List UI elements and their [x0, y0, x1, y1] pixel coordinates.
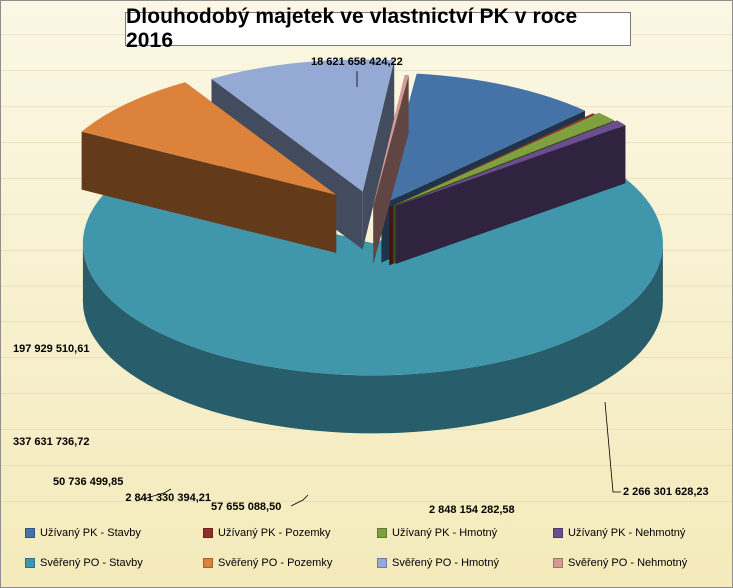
legend-label: Užívaný PK - Hmotný [392, 527, 498, 539]
leader-line-uzivany-pk-stavby [135, 488, 172, 502]
data-label-uzivany-pk-hmotny: 337 631 736,72 [13, 436, 89, 448]
legend-label: Svěřený PO - Stavby [40, 557, 143, 569]
legend-item-svereny-po-pozemky: Svěřený PO - Pozemky [203, 548, 377, 578]
legend-item-uzivany-pk-pozemky: Užívaný PK - Pozemky [203, 518, 377, 548]
legend-swatch [203, 528, 213, 538]
chart-title: Dlouhodobý majetek ve vlastnictví PK v r… [126, 5, 578, 52]
data-label-svereny-po-hmotny: 2 848 154 282,58 [429, 504, 515, 516]
legend-label: Svěřený PO - Pozemky [218, 557, 333, 569]
pie-slice-svereny-po-nehmotny [373, 74, 409, 265]
legend-label: Užívaný PK - Nehmotný [568, 527, 686, 539]
leader-line-svereny-po-nehmotny [290, 494, 309, 507]
legend-item-uzivany-pk-nehmotny: Užívaný PK - Nehmotný [553, 518, 723, 548]
legend-swatch [377, 558, 387, 568]
data-label-svereny-po-stavby: 18 621 658 424,22 [311, 56, 403, 68]
pie-slice-uzivany-pk-nehmotny [395, 120, 626, 264]
pie-slice-svereny-po-pozemky [81, 82, 337, 253]
leader-line-svereny-po-pozemky [604, 401, 621, 493]
legend-label: Užívaný PK - Pozemky [218, 527, 331, 539]
legend-swatch [203, 558, 213, 568]
legend-item-uzivany-pk-stavby: Užívaný PK - Stavby [25, 518, 203, 548]
data-label-svereny-po-nehmotny: 57 655 088,50 [211, 501, 281, 513]
legend-item-uzivany-pk-hmotny: Užívaný PK - Hmotný [377, 518, 553, 548]
chart-legend: Užívaný PK - Stavby Užívaný PK - Pozemky U… [25, 518, 725, 578]
legend-swatch [553, 528, 563, 538]
legend-swatch [553, 558, 563, 568]
legend-item-svereny-po-stavby: Svěřený PO - Stavby [25, 548, 203, 578]
data-label-uzivany-pk-pozemky: 50 736 499,85 [53, 476, 123, 488]
legend-item-svereny-po-hmotny: Svěřený PO - Hmotný [377, 548, 553, 578]
chart-title-box: Dlouhodobý majetek ve vlastnictví PK v r… [125, 5, 631, 52]
legend-swatch [25, 558, 35, 568]
legend-label: Užívaný PK - Stavby [40, 527, 141, 539]
legend-label: Svěřený PO - Hmotný [392, 557, 499, 569]
data-label-uzivany-pk-stavby: 2 841 330 394,21 [125, 492, 211, 504]
data-label-svereny-po-pozemky: 2 266 301 628,23 [623, 486, 709, 498]
legend-label: Svěřený PO - Nehmotný [568, 557, 688, 569]
legend-item-svereny-po-nehmotny: Svěřený PO - Nehmotný [553, 548, 723, 578]
legend-swatch [377, 528, 387, 538]
legend-swatch [25, 528, 35, 538]
data-label-uzivany-pk-nehmotny: 197 929 510,61 [13, 343, 89, 355]
